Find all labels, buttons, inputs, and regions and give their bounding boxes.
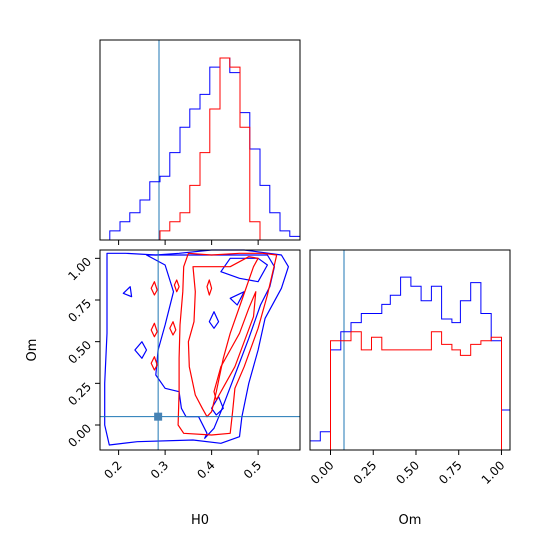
hist-H0-blue (100, 57, 300, 241)
panel-frame-hist-Om (309, 249, 511, 451)
panel-contour-H0-Om: 0.2 0.3 0.4 0.5 0.00 0.25 0.50 0.75 1.00 (65, 249, 301, 482)
contour-line-blue (145, 254, 275, 439)
hist-Om-xtick-label: 0.00 (308, 458, 337, 487)
contour-line-blue (134, 341, 148, 359)
contour-ytick-label: 0.75 (65, 296, 94, 325)
contour-line-red (150, 281, 158, 296)
contour-line-red (206, 279, 213, 296)
hist-Om-blue (310, 276, 510, 442)
hist-Om-xtick-label: 0.25 (351, 458, 380, 487)
contour-line-blue (229, 291, 245, 306)
contour-line-red (187, 256, 259, 418)
contour-line-blue (220, 257, 268, 283)
hist-Om-xtick-label: 0.75 (436, 458, 465, 487)
contour-ytick-label: 1.00 (65, 255, 94, 284)
contour-line-red (150, 356, 158, 371)
xlabel-Om: Om (399, 513, 422, 528)
contour-line-red (213, 291, 257, 401)
contour-ytick-label: 0.50 (65, 338, 94, 367)
hist-Om-xtick-label: 1.00 (479, 458, 508, 487)
contour-xtick-label: 0.3 (148, 458, 171, 481)
contour-line-red (173, 279, 180, 293)
contours-blue (104, 249, 289, 446)
hist-Om-xtick-label: 0.50 (393, 458, 422, 487)
hist-H0-ticks (118, 240, 259, 245)
ylabel-Om: Om (25, 339, 40, 362)
panel-frame-contour (99, 249, 301, 451)
contour-line-blue (208, 311, 220, 329)
contours-red (150, 252, 278, 436)
truth-marker (154, 412, 163, 421)
panel-frame-hist-H0 (99, 39, 301, 241)
hist-Om-ticks: 0.00 0.25 0.50 0.75 1.00 (308, 450, 508, 487)
contour-xtick-label: 0.2 (101, 458, 124, 481)
contour-ytick-label: 0.00 (65, 421, 94, 450)
hist-Om-red (310, 331, 510, 451)
contour-line-red (177, 252, 278, 436)
contour-ytick-label: 0.25 (65, 380, 94, 409)
contour-xtick-label: 0.4 (194, 458, 217, 481)
contour-xtick-label: 0.5 (241, 458, 264, 481)
panel-hist-Om: 0.00 0.25 0.50 0.75 1.00 (308, 249, 511, 487)
contour-line-red (169, 321, 177, 336)
contour-line-red (150, 322, 158, 338)
panel-hist-H0 (99, 39, 301, 245)
xlabel-H0: H0 (191, 513, 209, 528)
contour-line-blue (104, 249, 289, 446)
contour-line-blue (122, 286, 133, 298)
